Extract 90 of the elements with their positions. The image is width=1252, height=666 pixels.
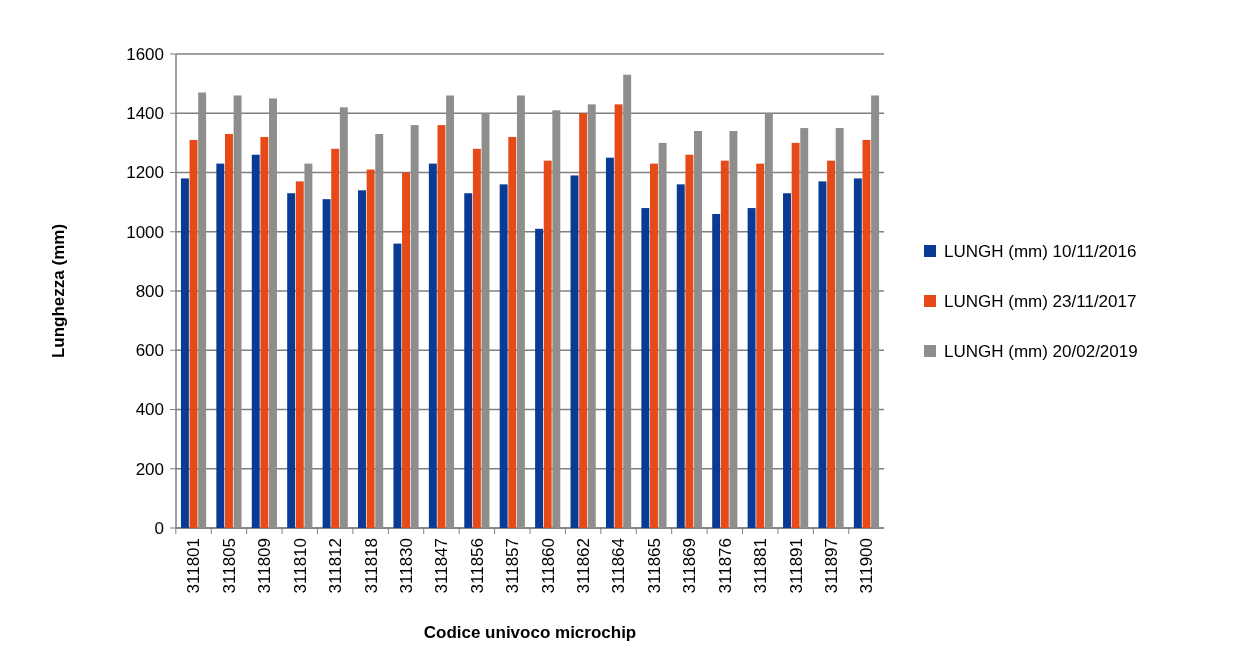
x-tick-label: 311876 <box>715 538 735 594</box>
bar <box>579 113 588 528</box>
x-tick-label: 311865 <box>644 538 664 594</box>
y-tick-label: 800 <box>135 281 164 301</box>
bar <box>393 243 402 528</box>
bar <box>366 169 375 528</box>
x-tick-label: 311856 <box>467 538 487 594</box>
bar <box>233 95 242 528</box>
bar <box>658 142 667 528</box>
x-tick-label: 311830 <box>396 538 416 594</box>
x-axis-title: Codice univoco microchip <box>423 623 637 642</box>
bar <box>552 110 561 528</box>
x-tick-label: 311862 <box>574 538 594 594</box>
bar <box>410 125 419 528</box>
bar <box>614 104 623 528</box>
x-tick-label: 311897 <box>822 538 841 594</box>
bar <box>304 163 313 528</box>
legend-label: LUNGH (mm) 23/11/2017 <box>944 291 1137 311</box>
y-axis-title: Lunghezza (mm) <box>49 223 68 359</box>
bar <box>402 172 411 528</box>
x-tick-label: 311847 <box>432 538 452 594</box>
bar <box>446 95 455 528</box>
y-tick-label: 400 <box>135 400 164 420</box>
bar <box>756 163 765 528</box>
bar <box>428 163 437 528</box>
bar <box>339 107 348 528</box>
y-tick-label: 0 <box>154 518 164 538</box>
bar <box>358 190 366 528</box>
bar <box>694 131 702 528</box>
bar <box>641 208 650 528</box>
bar <box>224 133 233 528</box>
y-tick-label: 1000 <box>126 222 164 242</box>
bar <box>251 154 260 528</box>
bar <box>685 154 694 528</box>
bar <box>331 148 340 528</box>
bar <box>676 184 685 528</box>
bar <box>180 178 189 528</box>
legend-label: LUNGH (mm) 20/02/2019 <box>944 341 1138 361</box>
x-tick-label: 311881 <box>751 538 771 594</box>
y-tick-label: 600 <box>135 341 164 361</box>
y-tick-label: 200 <box>135 459 164 479</box>
x-tick-label: 311805 <box>219 538 239 594</box>
bar <box>712 213 721 528</box>
y-tick-label: 1200 <box>126 163 164 183</box>
bar <box>508 136 517 528</box>
bar <box>516 95 525 528</box>
bar <box>464 193 473 528</box>
legend-label: LUNGH (mm) 10/11/2016 <box>944 241 1137 261</box>
bar <box>472 148 481 528</box>
x-tick-label: 311864 <box>609 538 629 594</box>
bar <box>650 163 658 528</box>
x-tick-label: 311900 <box>857 538 877 594</box>
bar <box>198 92 207 528</box>
x-tick-label: 311857 <box>503 538 523 594</box>
bar <box>605 157 614 528</box>
bar <box>535 228 544 528</box>
bar <box>764 113 773 528</box>
x-tick-label: 311809 <box>255 538 275 594</box>
bar <box>216 163 225 528</box>
bar <box>543 160 552 528</box>
bar <box>729 131 738 528</box>
bar <box>295 181 304 528</box>
bar <box>623 74 632 528</box>
bar <box>783 193 791 528</box>
y-tick-label: 1600 <box>126 44 164 64</box>
bar <box>800 128 809 528</box>
bar <box>260 136 269 528</box>
x-tick-label: 311818 <box>361 538 381 594</box>
y-tick-label: 1400 <box>126 104 164 124</box>
bar <box>375 133 384 528</box>
bar <box>587 104 596 528</box>
x-tick-label: 311860 <box>538 538 558 594</box>
x-tick-label: 311869 <box>680 538 700 594</box>
bar <box>720 160 729 528</box>
x-tick-label: 311810 <box>290 538 310 594</box>
x-tick-label: 311891 <box>786 538 806 594</box>
bar <box>827 160 836 528</box>
x-tick-label: 311801 <box>184 538 204 594</box>
bar <box>871 95 880 528</box>
bar <box>287 193 296 528</box>
bar <box>437 125 446 528</box>
bar <box>791 142 800 528</box>
bar <box>499 184 508 528</box>
bar <box>835 128 844 528</box>
bar <box>818 181 827 528</box>
bar <box>747 208 756 528</box>
bar <box>322 199 331 528</box>
x-tick-label: 311812 <box>326 538 346 594</box>
bar <box>269 98 277 528</box>
bar <box>853 178 862 528</box>
